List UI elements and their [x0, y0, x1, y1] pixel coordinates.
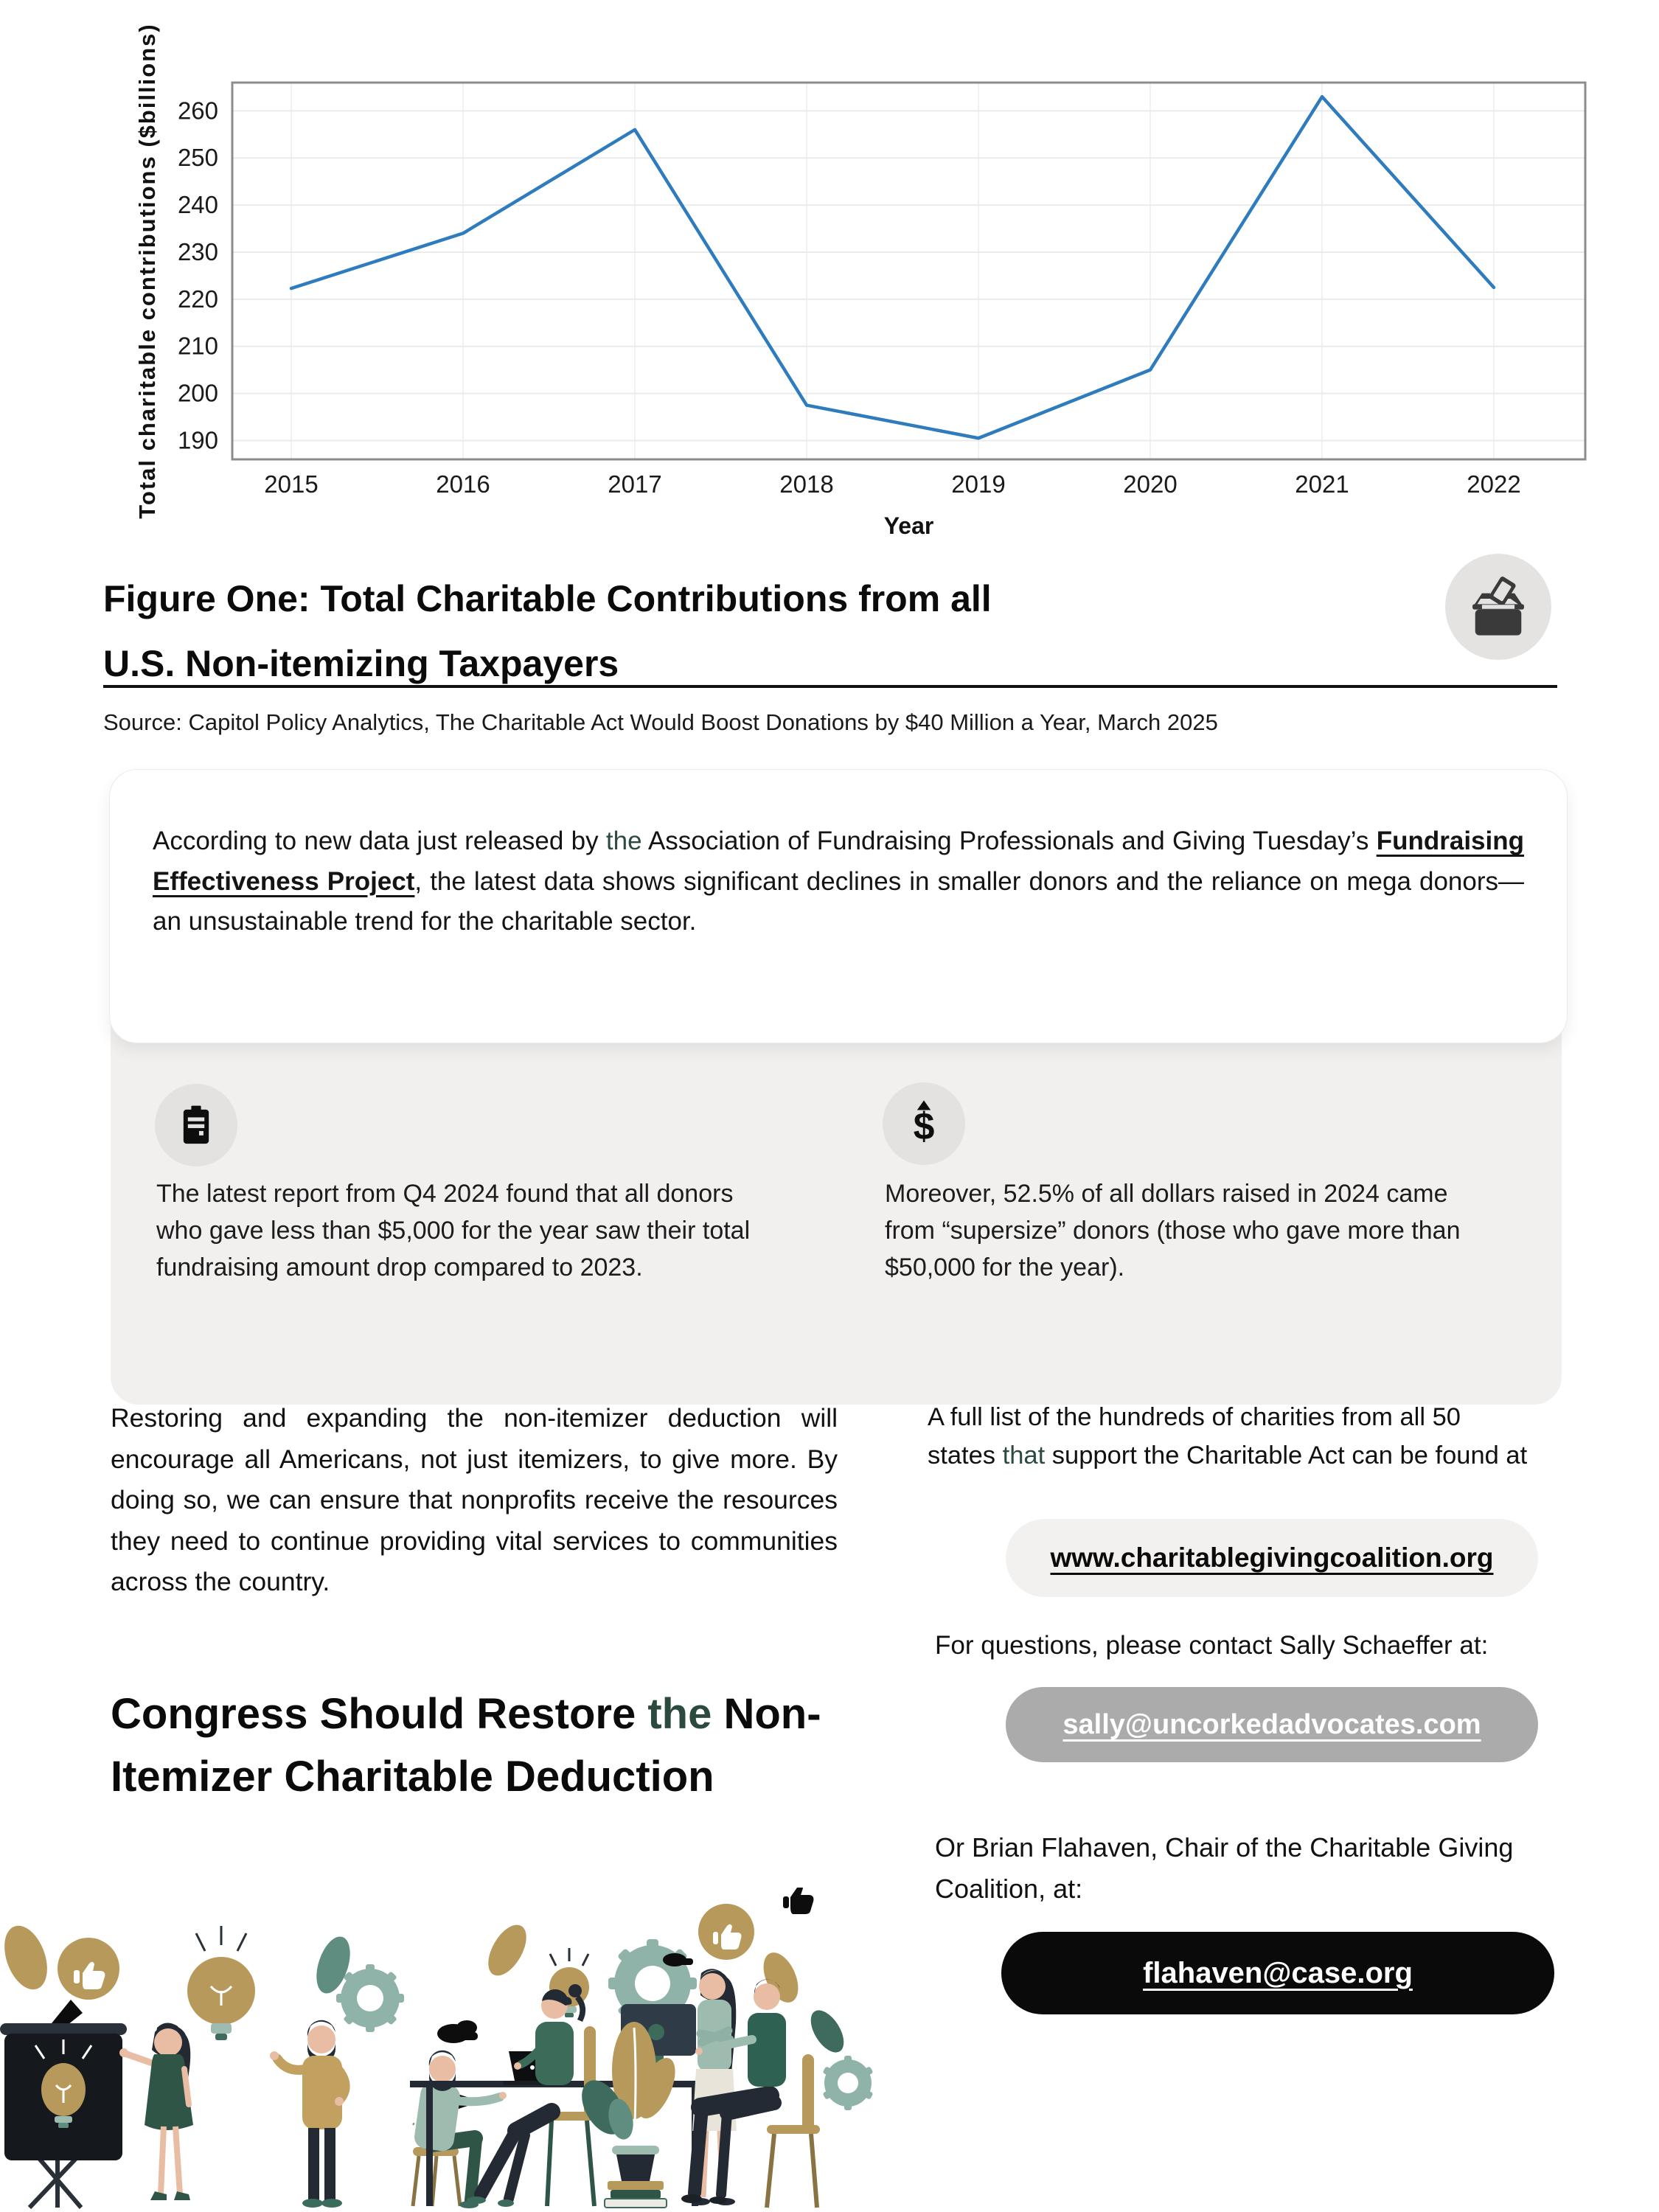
questions-line: For questions, please contact Sally Scha…: [935, 1631, 1489, 1660]
svg-text:$: $: [914, 1105, 935, 1147]
section-heading: Congress Should Restore the Non- Itemizer…: [111, 1690, 821, 1801]
source-line: Source: Capitol Policy Analytics, The Ch…: [103, 709, 1218, 735]
figure-title-line1: Figure One: Total Charitable Contributio…: [103, 578, 992, 619]
line-chart-figure: 2015 2016 2017 2018 2019 2020 2021 2022 190 200 21…: [134, 23, 1587, 539]
svg-text:2020: 2020: [1123, 470, 1177, 498]
sally-email-link[interactable]: sally@uncorkedadvocates.com: [1062, 1708, 1481, 1740]
svg-text:Year: Year: [884, 512, 934, 539]
typing-person: [467, 1984, 597, 2207]
svg-text:2019: 2019: [951, 470, 1005, 498]
svg-text:2021: 2021: [1295, 470, 1349, 498]
flipchart: [0, 2000, 127, 2210]
svg-text:2018: 2018: [779, 470, 833, 498]
svg-text:Total charitable contributions: Total charitable contributions ($billion…: [134, 23, 160, 518]
svg-text:250: 250: [178, 144, 218, 171]
svg-text:210: 210: [178, 333, 218, 360]
coalition-link[interactable]: www.charitablegivingcoalition.org: [1050, 1543, 1494, 1573]
svg-text:2022: 2022: [1467, 470, 1520, 498]
svg-text:2017: 2017: [608, 470, 661, 498]
svg-text:230: 230: [178, 238, 218, 265]
presenter-person: [119, 2023, 193, 2200]
svg-text:240: 240: [178, 191, 218, 218]
stat-small-donors: The latest report from Q4 2024 found tha…: [156, 1180, 751, 1281]
team-illustration: [0, 1888, 873, 2210]
donation-box-icon: [1445, 554, 1551, 660]
body-paragraph: Restoring and expanding the non-itemizer…: [111, 1403, 838, 1596]
svg-text:200: 200: [178, 380, 218, 407]
figure-title: Figure One: Total Charitable Contributio…: [103, 566, 1224, 696]
seated-person-right: [681, 1979, 820, 2208]
thumbs-up-icon: [58, 1888, 814, 2000]
svg-text:2015: 2015: [264, 470, 318, 498]
sally-email-pill[interactable]: sally@uncorkedadvocates.com: [1006, 1687, 1538, 1762]
svg-text:260: 260: [178, 97, 218, 124]
standing-person: [270, 2020, 350, 2208]
ballot-box-icon: [1472, 577, 1524, 636]
charities-paragraph: A full list of the hundreds of charities…: [928, 1403, 1528, 1470]
coalition-link-pill[interactable]: www.charitablegivingcoalition.org: [1006, 1519, 1538, 1597]
brian-line: Or Brian Flahaven, Chair of the Charitab…: [935, 1832, 1514, 1904]
clipboard-icon: [155, 1084, 237, 1166]
figure-title-line2: U.S. Non-itemizing Taxpayers: [103, 643, 619, 684]
plant: [582, 2022, 675, 2208]
stat-supersize-donors: Moreover, 52.5% of all dollars raised in…: [885, 1180, 1461, 1281]
brian-email-link[interactable]: flahaven@case.org: [1143, 1956, 1413, 1989]
cloud-icon: [437, 1953, 693, 2043]
intro-card: According to new data just released by t…: [109, 769, 1568, 1043]
brian-email-pill[interactable]: flahaven@case.org: [1001, 1932, 1554, 2014]
intro-paragraph: According to new data just released by t…: [153, 827, 1524, 936]
divider: [103, 685, 1557, 688]
dollar-growth-icon: $: [883, 1082, 965, 1165]
seated-person-left: [411, 2050, 507, 2208]
svg-text:190: 190: [178, 426, 218, 453]
svg-text:2016: 2016: [436, 470, 490, 498]
svg-text:220: 220: [178, 285, 218, 313]
